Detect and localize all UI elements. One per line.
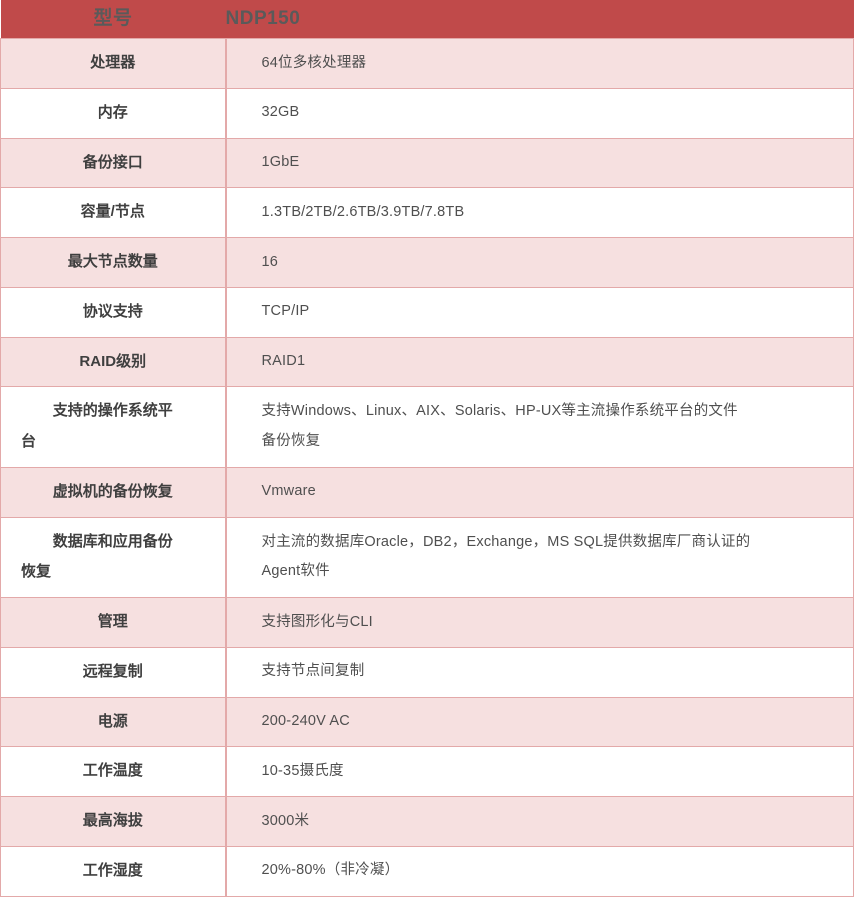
spec-label-cell: 电源 bbox=[0, 696, 227, 748]
spec-value-cell: 1GbE bbox=[225, 137, 854, 189]
spec-label-text: 电源 bbox=[97, 712, 128, 730]
table-row: 远程复制 支持节点间复制 bbox=[0, 646, 854, 698]
spec-value-cell: 32GB bbox=[225, 87, 854, 139]
spec-value-cell: 对主流的数据库Oracle，DB2，Exchange，MS SQL提供数据库厂商… bbox=[225, 516, 854, 598]
table-header-row: 型号 NDP150 bbox=[0, 0, 854, 39]
spec-label-cell: 最大节点数量 bbox=[0, 237, 227, 288]
spec-label-cell: 支持的操作系统平台 bbox=[0, 386, 227, 468]
spec-value-text: 200-240V AC bbox=[261, 713, 350, 730]
spec-value-line: 备份恢复 bbox=[261, 433, 321, 449]
spec-value-text: 1.3TB/2TB/2.6TB/3.9TB/7.8TB bbox=[261, 203, 465, 220]
spec-label-line: 台 bbox=[21, 433, 37, 450]
table-row: 支持的操作系统平台 支持Windows、Linux、AIX、Solaris、HP-… bbox=[0, 386, 854, 468]
table-row: 虚拟机的备份恢复 Vmware bbox=[0, 466, 854, 518]
table-row: 电源 200-240V AC bbox=[0, 696, 854, 748]
table-row: 容量/节点 1.3TB/2TB/2.6TB/3.9TB/7.8TB bbox=[0, 187, 854, 238]
spec-label-text: 备份接口 bbox=[82, 153, 143, 171]
spec-value-cell: Vmware bbox=[225, 466, 854, 518]
spec-value-line: Agent软件 bbox=[261, 563, 330, 580]
header-cell-model-value: NDP150 bbox=[225, 0, 854, 39]
spec-label-text: 协议支持 bbox=[82, 302, 143, 320]
spec-value-text: 3000米 bbox=[261, 812, 310, 829]
spec-label-text: 远程复制 bbox=[82, 662, 143, 680]
spec-label-cell: 工作温度 bbox=[0, 746, 227, 797]
table-row: 工作温度 10-35摄氏度 bbox=[0, 746, 854, 797]
spec-label-cell: 工作湿度 bbox=[0, 845, 227, 897]
spec-value-text: 1GbE bbox=[261, 154, 300, 171]
spec-label-text: 工作温度 bbox=[82, 762, 143, 780]
spec-value-text: Vmware bbox=[261, 483, 316, 500]
spec-label-text: 工作湿度 bbox=[82, 861, 143, 879]
table-row: 处理器 64位多核处理器 bbox=[0, 38, 854, 89]
spec-value-text: TCP/IP bbox=[261, 303, 310, 320]
table-row: 工作湿度 20%-80%（非冷凝） bbox=[0, 845, 854, 897]
spec-value-cell: 10-35摄氏度 bbox=[225, 746, 854, 797]
spec-label-cell: 远程复制 bbox=[0, 646, 227, 698]
spec-label-cell: 备份接口 bbox=[0, 137, 227, 189]
spec-label-text: 最大节点数量 bbox=[67, 253, 158, 270]
spec-value-cell: 3000米 bbox=[225, 796, 854, 847]
table-row: 最高海拔 3000米 bbox=[0, 796, 854, 847]
spec-value-text: 20%-80%（非冷凝） bbox=[261, 862, 400, 879]
table-row: 内存 32GB bbox=[0, 87, 854, 139]
header-cell-model-label: 型号 bbox=[0, 0, 226, 39]
spec-label-text: 处理器 bbox=[90, 54, 136, 71]
spec-label-cell: 管理 bbox=[0, 597, 227, 648]
spec-label-cell: 虚拟机的备份恢复 bbox=[0, 466, 227, 518]
spec-value-text: 32GB bbox=[261, 104, 300, 121]
spec-value-line: 支持Windows、Linux、AIX、Solaris、HP-UX等主流操作系统… bbox=[261, 403, 738, 420]
table-row: 数据库和应用备份 恢复 对主流的数据库Oracle，DB2，Exchange，MS … bbox=[0, 516, 854, 598]
spec-value-cell: TCP/IP bbox=[225, 286, 854, 338]
spec-value-cell: 20%-80%（非冷凝） bbox=[225, 845, 854, 897]
spec-label-line: 恢复 bbox=[21, 563, 52, 581]
spec-label-line: 数据库和应用备份 bbox=[52, 532, 173, 550]
spec-label-cell: 协议支持 bbox=[0, 286, 227, 338]
table-row: 管理 支持图形化与CLI bbox=[0, 597, 854, 648]
spec-label-cell: 容量/节点 bbox=[0, 187, 227, 238]
table-head: 型号 NDP150 bbox=[0, 0, 854, 39]
spec-label-text: 容量/节点 bbox=[80, 203, 145, 221]
table-row: RAID级别 RAID1 bbox=[0, 336, 854, 388]
spec-label-cell: 数据库和应用备份 恢复 bbox=[0, 516, 227, 598]
spec-value-cell: 支持节点间复制 bbox=[225, 646, 854, 698]
spec-value-cell: 200-240V AC bbox=[225, 696, 854, 748]
spec-value-text: 10-35摄氏度 bbox=[261, 762, 344, 779]
spec-label-text: RAID级别 bbox=[79, 352, 147, 370]
spec-label-cell: RAID级别 bbox=[0, 336, 227, 388]
spec-label-line: 支持的操作系统平 bbox=[52, 402, 173, 420]
spec-label-cell: 最高海拔 bbox=[0, 796, 227, 847]
table-row: 最大节点数量 16 bbox=[0, 237, 854, 288]
spec-value-cell: 16 bbox=[225, 237, 854, 288]
spec-label-cell: 处理器 bbox=[0, 38, 227, 89]
spec-value-cell: 支持图形化与CLI bbox=[225, 597, 854, 648]
spec-value-text: 16 bbox=[261, 253, 279, 270]
spec-value-text: 支持图形化与CLI bbox=[261, 613, 373, 630]
table-row: 协议支持 TCP/IP bbox=[0, 286, 854, 338]
spec-label-text: 管理 bbox=[97, 613, 128, 630]
spec-value-cell: 1.3TB/2TB/2.6TB/3.9TB/7.8TB bbox=[225, 187, 854, 238]
spec-value-cell: RAID1 bbox=[225, 336, 854, 388]
table-body: 处理器 64位多核处理器内存 32GB 备份接口 1GbE 容量/节点 1.3TB/2TB/… bbox=[0, 38, 854, 897]
spec-value-cell: 64位多核处理器 bbox=[225, 38, 854, 89]
table-row: 备份接口 1GbE bbox=[0, 137, 854, 189]
spec-value-cell: 支持Windows、Linux、AIX、Solaris、HP-UX等主流操作系统… bbox=[225, 386, 854, 468]
spec-label-text: 虚拟机的备份恢复 bbox=[52, 482, 173, 500]
spec-label-text: 最高海拔 bbox=[82, 812, 143, 829]
spec-label-text: 内存 bbox=[97, 103, 128, 121]
spec-value-text: 支持节点间复制 bbox=[261, 663, 365, 680]
spec-value-text: RAID1 bbox=[261, 353, 306, 370]
spec-value-line: 对主流的数据库Oracle，DB2，Exchange，MS SQL提供数据库厂商… bbox=[261, 533, 751, 550]
spec-label-cell: 内存 bbox=[0, 87, 227, 139]
spec-value-text: 64位多核处理器 bbox=[261, 54, 367, 71]
